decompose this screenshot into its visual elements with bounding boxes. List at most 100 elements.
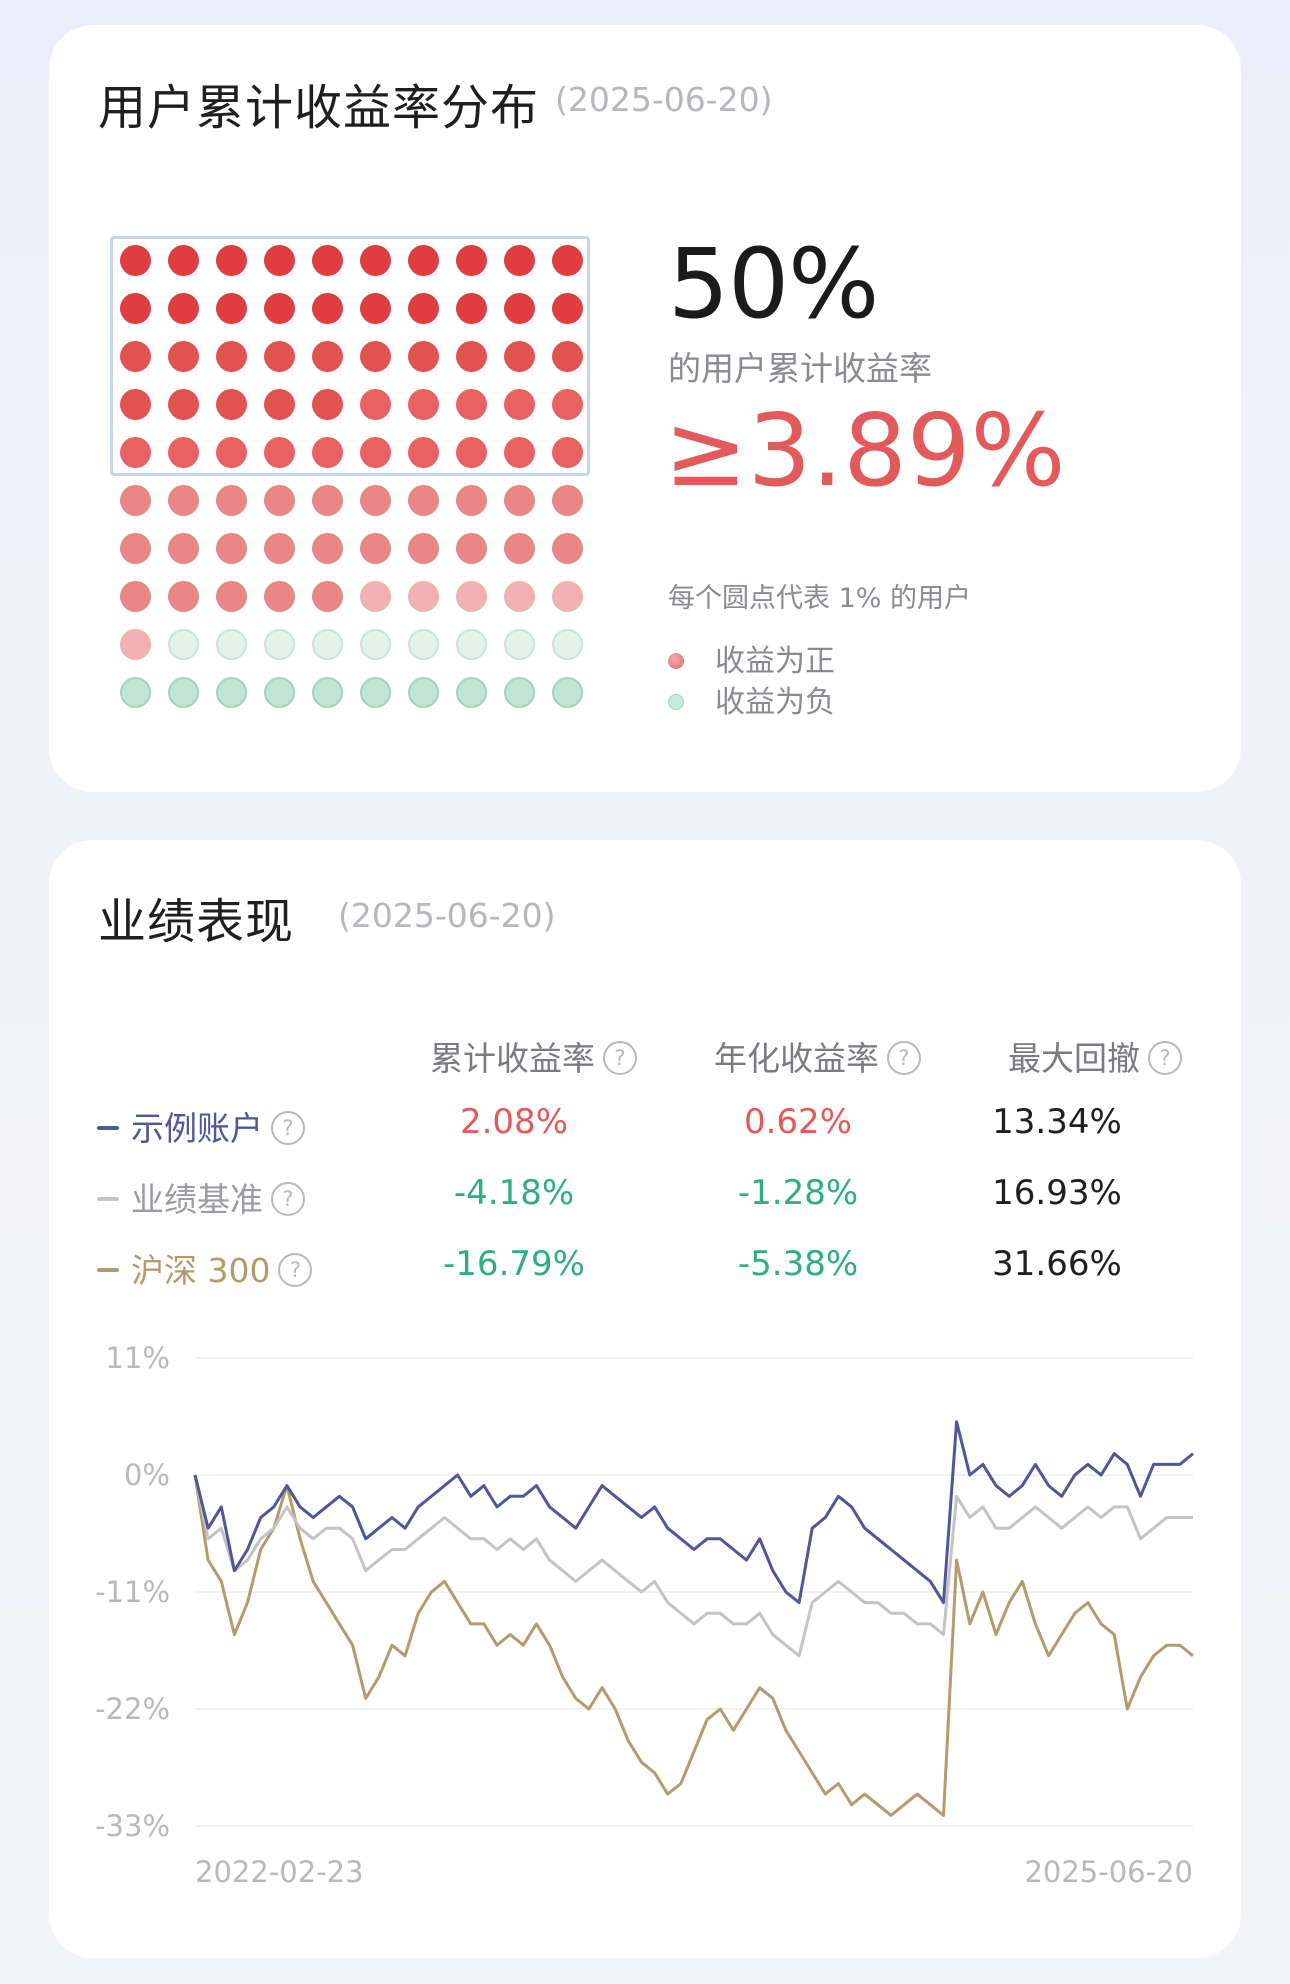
positive-dot xyxy=(120,437,151,468)
negative-dot xyxy=(216,629,247,660)
positive-dot xyxy=(552,341,583,372)
negative-dot xyxy=(312,677,343,708)
positive-dot xyxy=(168,581,199,612)
positive-dot xyxy=(216,389,247,420)
legend-negative-label: 收益为负 xyxy=(715,685,835,720)
negative-dot xyxy=(168,677,199,708)
row-label-csi300: 沪深 300? xyxy=(97,1244,313,1292)
positive-dot xyxy=(168,293,199,324)
help-icon[interactable]: ? xyxy=(1148,1040,1182,1075)
positive-dot xyxy=(168,389,199,420)
series-swatch xyxy=(97,1125,119,1130)
positive-dot xyxy=(456,341,487,372)
big-percent: 50% xyxy=(668,228,879,340)
positive-dot xyxy=(216,437,247,468)
negative-dot xyxy=(264,677,295,708)
positive-dot xyxy=(312,485,343,516)
negative-dot xyxy=(552,677,583,708)
help-icon[interactable]: ? xyxy=(271,1110,305,1145)
performance-date: (2025-06-20) xyxy=(338,896,556,935)
positive-dot xyxy=(120,245,151,276)
positive-dot xyxy=(216,533,247,564)
negative-dot xyxy=(168,629,199,660)
positive-dot xyxy=(312,293,343,324)
positive-dot xyxy=(264,533,295,564)
positive-dot xyxy=(360,245,391,276)
cell-account-drawdown: 13.34% xyxy=(992,1102,1122,1142)
row-label-benchmark: 业绩基准? xyxy=(97,1173,305,1221)
positive-dot xyxy=(312,581,343,612)
cell-account-cumulative: 2.08% xyxy=(459,1102,568,1142)
positive-dot xyxy=(552,581,583,612)
positive-dot xyxy=(360,341,391,372)
positive-dot xyxy=(264,293,295,324)
positive-dot xyxy=(168,245,199,276)
positive-dot xyxy=(456,485,487,516)
positive-dot xyxy=(504,341,535,372)
positive-dot xyxy=(120,485,151,516)
positive-dot xyxy=(168,437,199,468)
positive-dot xyxy=(552,245,583,276)
header-max-drawdown: 最大回撤? xyxy=(1008,1032,1182,1080)
help-icon[interactable]: ? xyxy=(603,1040,637,1075)
cell-csi300-cumulative: -16.79% xyxy=(443,1244,585,1284)
negative-dot xyxy=(408,629,439,660)
positive-dot xyxy=(408,485,439,516)
cell-benchmark-drawdown: 16.93% xyxy=(992,1173,1122,1213)
cell-benchmark-cumulative: -4.18% xyxy=(453,1173,575,1213)
positive-dot xyxy=(408,245,439,276)
negative-dot xyxy=(312,629,343,660)
negative-dot-icon xyxy=(668,693,684,710)
negative-dot xyxy=(360,629,391,660)
cell-csi300-drawdown: 31.66% xyxy=(992,1244,1122,1284)
negative-dot xyxy=(264,629,295,660)
positive-dot xyxy=(408,581,439,612)
dot-grid xyxy=(110,236,594,708)
series-swatch xyxy=(97,1196,119,1201)
positive-dot xyxy=(408,533,439,564)
positive-dot xyxy=(456,293,487,324)
positive-dot xyxy=(264,341,295,372)
series-swatch xyxy=(97,1267,119,1272)
help-icon[interactable]: ? xyxy=(278,1252,313,1287)
positive-dot xyxy=(264,245,295,276)
positive-dot xyxy=(312,533,343,564)
header-cumulative: 累计收益率? xyxy=(430,1032,637,1080)
positive-dot xyxy=(456,245,487,276)
positive-dot xyxy=(360,581,391,612)
header-annualized: 年化收益率? xyxy=(714,1032,921,1080)
help-icon[interactable]: ? xyxy=(887,1040,921,1075)
positive-dot xyxy=(504,581,535,612)
legend-negative: 收益为负 xyxy=(668,677,835,721)
negative-dot xyxy=(552,629,583,660)
negative-dot xyxy=(360,677,391,708)
positive-dot xyxy=(216,341,247,372)
distribution-date: (2025-06-20) xyxy=(555,80,773,119)
negative-dot xyxy=(408,677,439,708)
positive-dot xyxy=(408,389,439,420)
performance-card xyxy=(49,840,1241,1958)
positive-dot xyxy=(408,437,439,468)
positive-dot xyxy=(504,533,535,564)
positive-dot xyxy=(264,437,295,468)
positive-dot xyxy=(216,581,247,612)
positive-dot xyxy=(168,533,199,564)
positive-dot xyxy=(360,293,391,324)
negative-dot xyxy=(456,677,487,708)
dot-note: 每个圆点代表 1% 的用户 xyxy=(668,583,971,614)
legend-positive: 收益为正 xyxy=(668,636,835,680)
positive-dot xyxy=(456,581,487,612)
help-icon[interactable]: ? xyxy=(271,1181,305,1216)
positive-dot xyxy=(456,533,487,564)
negative-dot xyxy=(216,677,247,708)
positive-dot xyxy=(552,485,583,516)
negative-dot xyxy=(504,677,535,708)
distribution-card xyxy=(49,25,1241,792)
cell-csi300-annualized: -5.38% xyxy=(737,1244,859,1284)
positive-dot xyxy=(120,293,151,324)
positive-dot xyxy=(264,389,295,420)
positive-dot xyxy=(504,293,535,324)
row-label-account: 示例账户? xyxy=(97,1102,305,1150)
positive-dot-icon xyxy=(668,652,684,669)
negative-dot xyxy=(504,629,535,660)
